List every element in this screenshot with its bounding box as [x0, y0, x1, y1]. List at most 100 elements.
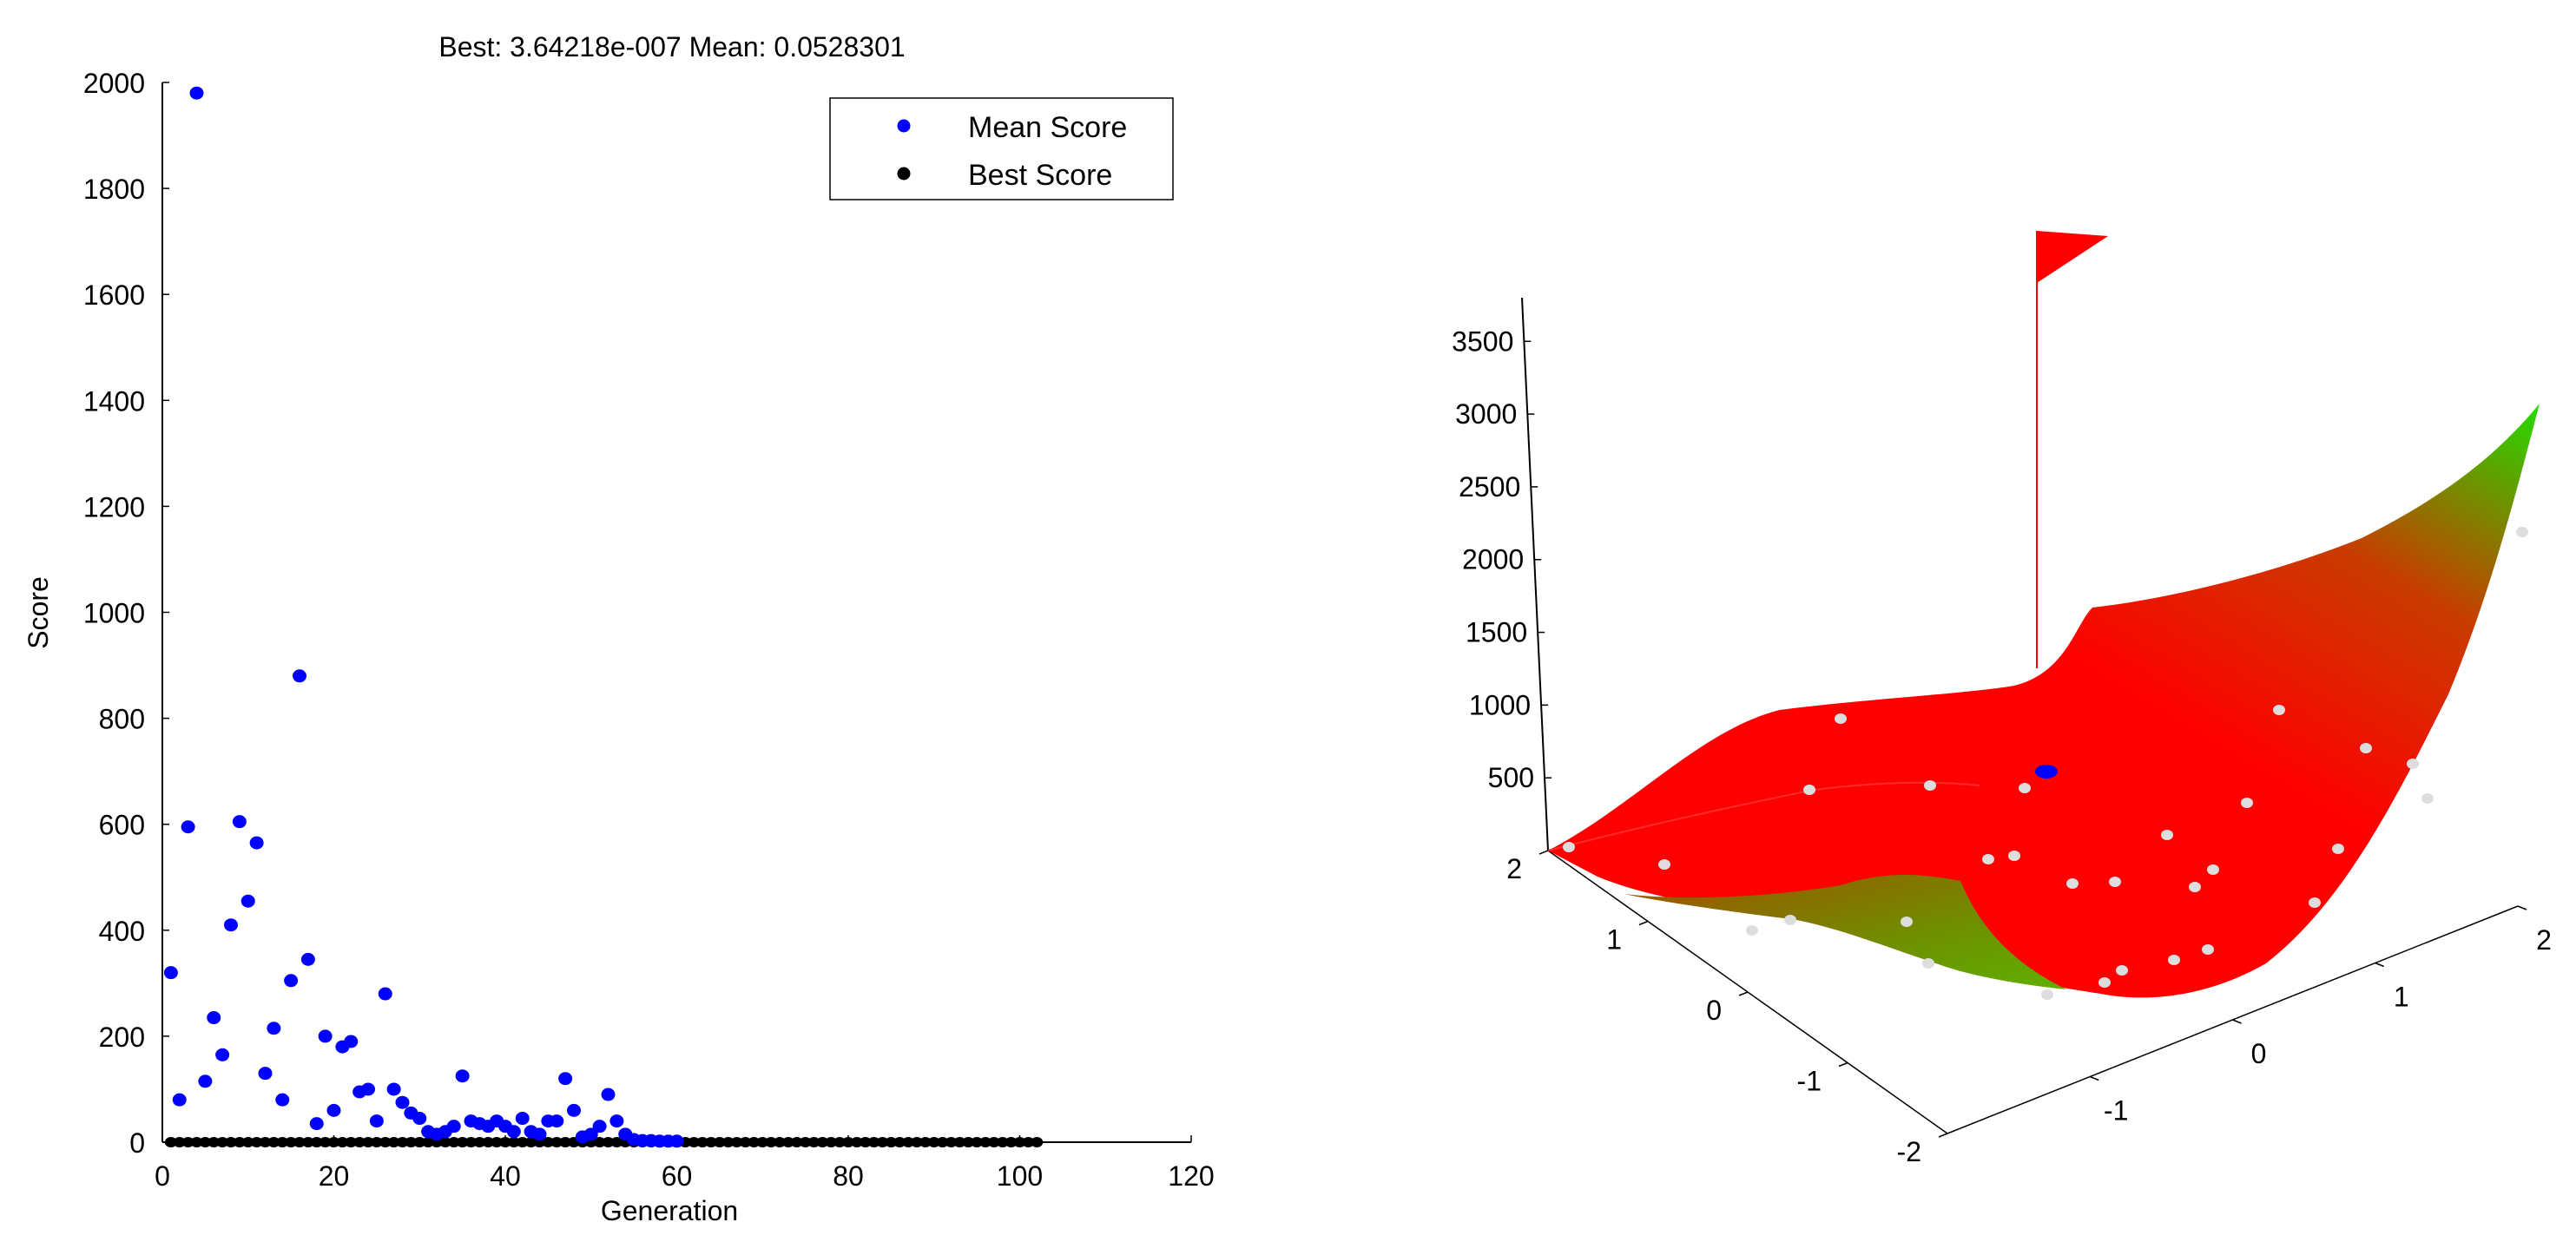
best-score-point — [1022, 1137, 1035, 1147]
right-floor-tick-labels: -1 0 1 2 — [2089, 905, 2552, 1127]
surface-plot: 500 1000 1500 2000 2500 3000 3500 2 1 0 -1 -2 -1 0 1… — [1452, 231, 2552, 1167]
population-point — [2066, 878, 2079, 889]
best-score-point — [362, 1137, 374, 1147]
best-score-point — [413, 1137, 426, 1147]
best-score-point — [893, 1137, 906, 1147]
best-score-point — [387, 1137, 400, 1147]
best-score-point — [276, 1137, 289, 1147]
population-point — [2202, 944, 2214, 955]
mean-score-point — [361, 1082, 375, 1096]
left-floor-tick — [1638, 920, 1649, 926]
population-point — [2008, 851, 2020, 861]
best-score-point — [1013, 1137, 1026, 1147]
z-axis-line — [1521, 297, 1549, 851]
mean-score-point — [189, 86, 204, 100]
population-point — [1835, 713, 1847, 724]
population-point — [2098, 977, 2111, 988]
y-tick-label: 1400 — [83, 385, 145, 417]
mean-score-point — [232, 815, 247, 829]
best-score-point — [301, 1137, 314, 1147]
surface-fold — [1624, 875, 2066, 989]
best-score-point — [756, 1137, 769, 1147]
mean-score-point — [583, 1127, 598, 1141]
best-score-point — [353, 1137, 366, 1147]
best-score-point — [859, 1137, 872, 1147]
best-score-point — [319, 1137, 332, 1147]
left-floor-tick — [1538, 850, 1549, 855]
best-score-point — [447, 1137, 460, 1147]
right-floor-tick-label: -1 — [2104, 1095, 2128, 1127]
left-floor-tick — [1738, 991, 1749, 996]
legend: Mean Score Best Score — [829, 97, 1174, 200]
legend-best-marker — [897, 167, 911, 181]
mean-score-point — [532, 1127, 547, 1141]
best-score-point — [730, 1137, 743, 1147]
legend-box — [829, 97, 1174, 200]
x-tick-labels: 0 20 40 60 80 100 120 — [155, 1135, 1215, 1192]
chart-title: Best: 3.64218e-007 Mean: 0.0528301 — [438, 31, 905, 62]
mean-score-point — [163, 966, 178, 980]
right-floor-tick-label: 1 — [2394, 982, 2409, 1013]
mean-score-point — [326, 1103, 341, 1117]
best-score-point — [971, 1137, 984, 1147]
y-tick-label: 400 — [99, 916, 145, 947]
y-tick-label: 0 — [129, 1127, 145, 1159]
best-score-point — [173, 1137, 186, 1147]
best-score-point — [902, 1137, 915, 1147]
population-point — [2109, 877, 2121, 887]
z-tick-label: 3500 — [1452, 325, 1513, 357]
y-tick-label: 2000 — [83, 68, 145, 99]
best-score-point — [267, 1137, 280, 1147]
population-point — [2241, 798, 2253, 808]
z-tick-label: 2500 — [1459, 471, 1520, 503]
population-point — [1658, 859, 1670, 870]
best-score-point — [987, 1137, 1000, 1147]
x-tick-label: 60 — [662, 1160, 693, 1192]
best-score-point — [190, 1137, 203, 1147]
population-point — [2207, 864, 2219, 875]
best-score-point — [199, 1137, 212, 1147]
left-floor-tick-label: 1 — [1606, 924, 1622, 956]
best-score-point — [438, 1137, 451, 1147]
best-score-point — [1005, 1137, 1018, 1147]
left-floor-tick — [1838, 1061, 1848, 1068]
right-floor-tick-label: 0 — [2251, 1038, 2267, 1069]
best-score-point — [456, 1137, 469, 1147]
x-tick-label: 80 — [833, 1160, 864, 1192]
left-floor-tick-labels: 2 1 0 -1 -2 — [1506, 850, 1948, 1167]
z-tick-label: 2000 — [1462, 544, 1524, 575]
best-score-series — [164, 1137, 1044, 1147]
mean-score-point — [592, 1120, 607, 1134]
left-floor-tick-label: 2 — [1506, 853, 1522, 884]
right-floor-tick — [2232, 1019, 2242, 1024]
best-score-point — [996, 1137, 1009, 1147]
z-tick-label: 1500 — [1466, 617, 1527, 648]
best-score-point — [181, 1137, 194, 1147]
mean-score-point — [395, 1095, 410, 1109]
best-score-point — [953, 1137, 966, 1147]
x-tick-label: 100 — [997, 1160, 1043, 1192]
y-tick-label: 800 — [99, 704, 145, 735]
best-score-point — [962, 1137, 975, 1147]
population-point — [2041, 989, 2053, 1000]
best-score-point — [233, 1137, 246, 1147]
population-point — [2019, 783, 2031, 793]
population-point — [1922, 958, 1934, 969]
best-score-point — [208, 1137, 221, 1147]
population-point — [2116, 965, 2128, 976]
mean-score-point — [386, 1082, 401, 1096]
flag-icon — [2037, 231, 2108, 283]
best-score-point — [405, 1137, 418, 1147]
x-tick-label: 20 — [319, 1160, 350, 1192]
best-score-point — [885, 1137, 898, 1147]
y-tick-label: 200 — [99, 1022, 145, 1053]
population-point — [2168, 955, 2180, 965]
legend-best-label: Best Score — [968, 159, 1112, 192]
legend-mean-marker — [897, 119, 911, 133]
mean-score-point — [601, 1088, 616, 1101]
mean-score-point — [455, 1069, 470, 1083]
best-score-point — [491, 1137, 504, 1147]
best-score-point — [241, 1137, 254, 1147]
best-score-point — [379, 1137, 392, 1147]
mean-score-point — [369, 1114, 384, 1128]
